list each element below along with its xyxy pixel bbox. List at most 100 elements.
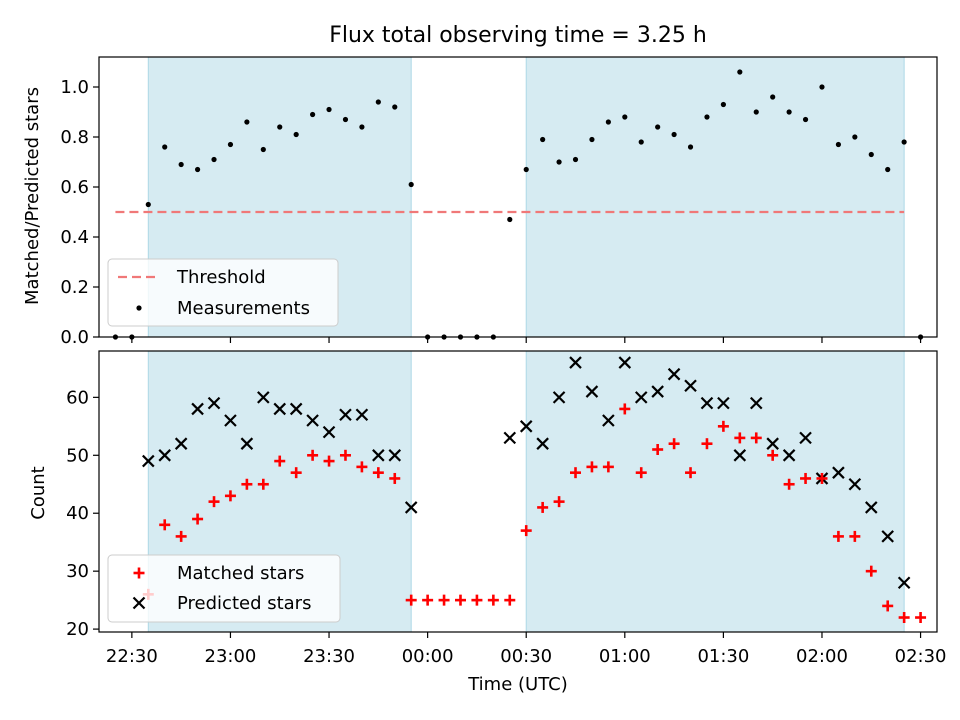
matched-point [619, 403, 631, 415]
cross-b [684, 379, 697, 393]
predicted-point [158, 449, 172, 462]
bottom-legend: Matched stars Predicted stars [107, 554, 341, 623]
predicted-point [257, 391, 270, 404]
predicted-point [289, 402, 303, 416]
x-tick-label: 00:30 [500, 646, 552, 667]
predicted-point [749, 396, 763, 410]
top-y-axis-label: Matched/Predicted stars [22, 87, 43, 305]
cross-b [273, 402, 287, 416]
x-tick-label: 02:30 [895, 646, 947, 667]
matched-point [800, 472, 812, 484]
measurement-point [786, 109, 792, 115]
measurement-point [852, 134, 858, 140]
cross-b [158, 449, 172, 462]
matched-point [553, 496, 565, 508]
measurement-point [638, 139, 644, 145]
cross-b [634, 391, 648, 404]
matched-point [635, 467, 647, 479]
x-tick-label: 22:30 [106, 646, 158, 667]
top-legend: Threshold Measurements [107, 258, 339, 327]
matched-point [915, 612, 927, 624]
matched-point [717, 420, 729, 432]
plot-frame [98, 350, 938, 633]
x-tick-label: 01:30 [697, 646, 749, 667]
y-tick-label: 50 [66, 445, 89, 466]
measurement-point [687, 144, 694, 150]
chart-title: Flux total observing time = 3.25 h [329, 23, 707, 48]
matched-point [783, 478, 795, 490]
measurement-point [326, 106, 332, 113]
measurement-point [507, 216, 513, 223]
measurement-point [277, 124, 283, 130]
cross-b [766, 437, 779, 450]
predicted-point [717, 396, 730, 410]
predicted-point [799, 431, 812, 445]
x-axis-label: Time (UTC) [467, 674, 568, 695]
measurement-point [540, 136, 546, 143]
legend-measurements-swatch [136, 305, 142, 311]
cross-b [142, 454, 155, 468]
y-tick-label: 40 [66, 503, 89, 524]
matched-point [224, 490, 236, 502]
x-tick-label: 01:00 [599, 646, 651, 667]
predicted-point [207, 396, 221, 410]
predicted-point [339, 408, 352, 422]
cross-b [372, 449, 385, 462]
predicted-point [355, 408, 369, 422]
matched-point [454, 594, 466, 606]
measurement-point [523, 166, 529, 173]
predicted-point [864, 501, 878, 514]
cross-b [306, 414, 319, 427]
bottom-y-axis-label: Count [28, 466, 49, 519]
predicted-point [733, 449, 747, 462]
measurement-point [868, 151, 874, 158]
cross-b [569, 356, 582, 369]
predicted-point [782, 449, 796, 462]
x-tick-label: 02:00 [796, 646, 848, 667]
matched-point [602, 461, 614, 473]
measurement-point [770, 94, 776, 100]
measurement-point [310, 111, 316, 118]
cross-b [224, 414, 237, 427]
measurement-point [901, 139, 907, 145]
measurement-point [227, 141, 234, 148]
y-tick-label: 0.4 [60, 227, 89, 248]
predicted-point [634, 391, 648, 404]
cross-b [864, 501, 878, 514]
y-tick-label: 0.0 [60, 327, 89, 348]
cross-b [289, 402, 303, 416]
matched-point [865, 565, 877, 577]
measurement-point [802, 116, 809, 123]
predicted-point [404, 501, 418, 514]
matched-point [290, 467, 302, 479]
measurement-point [556, 159, 562, 165]
measurement-point [375, 99, 381, 105]
predicted-point [191, 402, 204, 416]
cross-b [322, 425, 336, 439]
legend-predicted-label: Predicted stars [177, 593, 311, 614]
matched-point [257, 478, 269, 490]
measurement-point [572, 156, 579, 163]
matched-point [898, 612, 910, 624]
predicted-point [142, 454, 155, 468]
predicted-point [174, 437, 188, 450]
measurement-point [244, 119, 250, 125]
matched-point [849, 530, 861, 542]
measurement-point [704, 114, 710, 120]
predicted-point [684, 379, 697, 393]
legend-box [107, 258, 339, 327]
cross-b [700, 396, 714, 410]
measurement-point [260, 146, 266, 153]
predicted-point [651, 385, 664, 398]
cross-b [799, 431, 812, 445]
cross-b [503, 431, 517, 445]
measurement-point [408, 181, 414, 188]
predicted-point [618, 356, 632, 369]
cross-b [519, 420, 533, 433]
measurement-point [737, 69, 743, 75]
measurement-point [194, 166, 201, 173]
measurement-point [655, 124, 661, 130]
measurement-point [359, 124, 365, 130]
matched-point [537, 501, 549, 513]
predicted-point [388, 449, 402, 462]
